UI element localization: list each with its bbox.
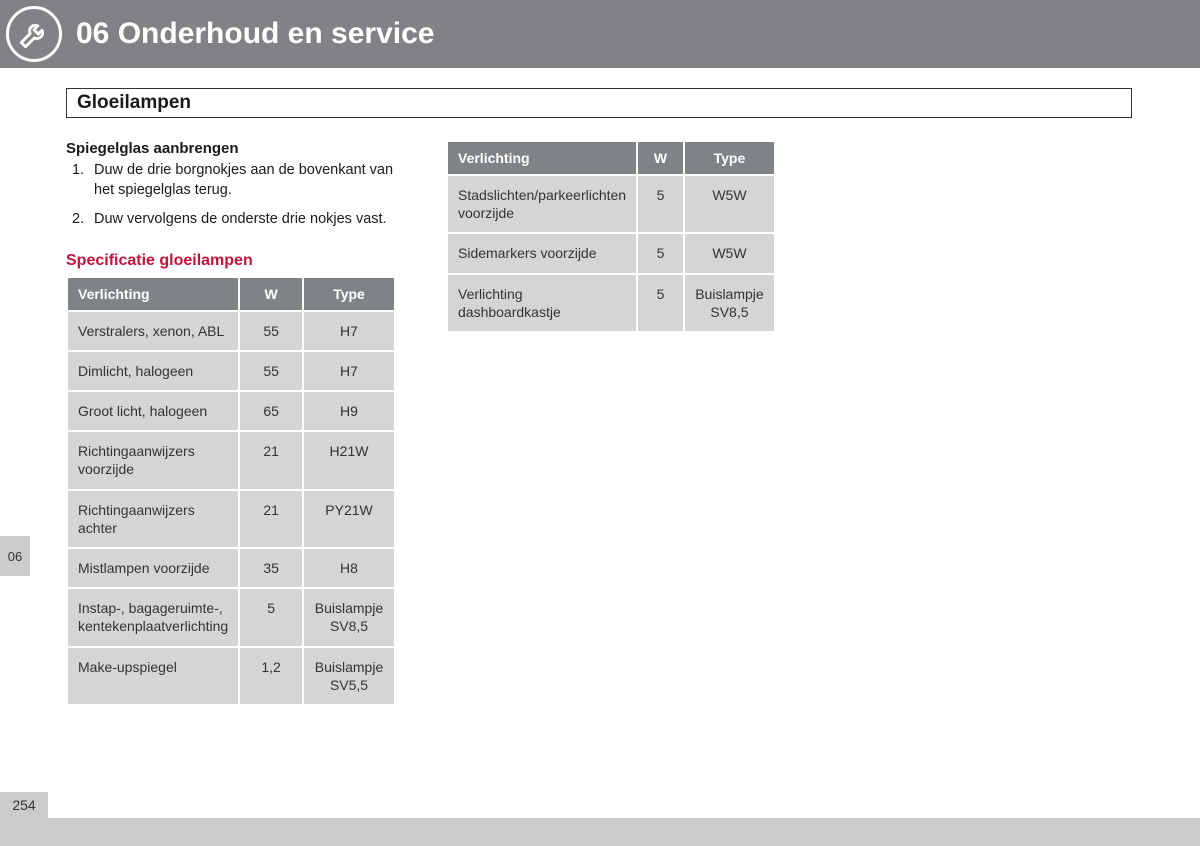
- step-number: 2.: [72, 210, 94, 230]
- th-w: W: [638, 142, 683, 174]
- th-w: W: [240, 278, 302, 310]
- content-area: Spiegelglas aanbrengen 1. Duw de drie bo…: [66, 140, 1132, 706]
- column-left: Spiegelglas aanbrengen 1. Duw de drie bo…: [66, 140, 396, 706]
- table-cell: Make-upspiegel: [68, 648, 238, 704]
- page-number: 254: [0, 792, 48, 818]
- table-cell: 55: [240, 352, 302, 390]
- side-tab: 06: [0, 536, 30, 576]
- table-cell: Mistlampen voorzijde: [68, 549, 238, 587]
- table-cell: H7: [304, 312, 394, 350]
- table-row: Dimlicht, halogeen55H7: [68, 352, 394, 390]
- table-cell: Dimlicht, halogeen: [68, 352, 238, 390]
- table-cell: Verstralers, xenon, ABL: [68, 312, 238, 350]
- table-cell: 5: [240, 589, 302, 645]
- table-cell: H7: [304, 352, 394, 390]
- table-cell: PY21W: [304, 491, 394, 547]
- table-cell: 65: [240, 392, 302, 430]
- table-cell: H8: [304, 549, 394, 587]
- step-text: Duw vervolgens de onderste drie nokjes v…: [94, 210, 387, 230]
- mirror-heading: Spiegelglas aanbrengen: [66, 140, 396, 157]
- th-verlichting: Verlichting: [448, 142, 636, 174]
- table-row: Richtingaanwijzers achter21PY21W: [68, 491, 394, 547]
- step-number: 1.: [72, 161, 94, 200]
- table-cell: Sidemarkers voorzijde: [448, 234, 636, 272]
- th-verlichting: Verlichting: [68, 278, 238, 310]
- table-cell: 35: [240, 549, 302, 587]
- spec-table-1: Verlichting W Type Verstralers, xenon, A…: [66, 276, 396, 706]
- table-row: Richtingaanwijzers voorzijde21H21W: [68, 432, 394, 488]
- table-row: Groot licht, halogeen65H9: [68, 392, 394, 430]
- table-cell: H9: [304, 392, 394, 430]
- table-cell: 21: [240, 491, 302, 547]
- list-item: 2. Duw vervolgens de onderste drie nokje…: [72, 210, 396, 230]
- wrench-icon: [6, 6, 62, 62]
- table-cell: Richtingaanwijzers achter: [68, 491, 238, 547]
- mirror-steps: 1. Duw de drie borgnokjes aan de bovenka…: [72, 161, 396, 230]
- table-cell: Verlichting dashboardkastje: [448, 275, 636, 331]
- list-item: 1. Duw de drie borgnokjes aan de bovenka…: [72, 161, 396, 200]
- table-row: Stadslichten/parkeerlichten voorzijde5W5…: [448, 176, 774, 232]
- table-cell: 55: [240, 312, 302, 350]
- table-row: Mistlampen voorzijde35H8: [68, 549, 394, 587]
- table-cell: Buislampje SV5,5: [304, 648, 394, 704]
- section-title: Gloeilampen: [77, 92, 191, 114]
- step-text: Duw de drie borgnokjes aan de bovenkant …: [94, 161, 396, 200]
- table-cell: 5: [638, 234, 683, 272]
- table-cell: Instap-, bagageruimte-, kentekenplaatver…: [68, 589, 238, 645]
- table-cell: Buislampje SV8,5: [685, 275, 774, 331]
- chapter-header: 06 Onderhoud en service: [0, 0, 1200, 68]
- table-cell: 1,2: [240, 648, 302, 704]
- th-type: Type: [304, 278, 394, 310]
- table-cell: W5W: [685, 234, 774, 272]
- table-row: Sidemarkers voorzijde5W5W: [448, 234, 774, 272]
- table-row: Make-upspiegel1,2Buislampje SV5,5: [68, 648, 394, 704]
- table-cell: H21W: [304, 432, 394, 488]
- table-row: Instap-, bagageruimte-, kentekenplaatver…: [68, 589, 394, 645]
- spec-heading: Specificatie gloeilampen: [66, 252, 396, 270]
- spec-table-2: Verlichting W Type Stadslichten/parkeerl…: [446, 140, 776, 333]
- table-cell: Buislampje SV8,5: [304, 589, 394, 645]
- footer-bar: [0, 818, 1200, 846]
- table-row: Verstralers, xenon, ABL55H7: [68, 312, 394, 350]
- table-cell: 5: [638, 275, 683, 331]
- table-cell: Richtingaanwijzers voorzijde: [68, 432, 238, 488]
- table-row: Verlichting dashboardkastje5Buislampje S…: [448, 275, 774, 331]
- th-type: Type: [685, 142, 774, 174]
- table-cell: W5W: [685, 176, 774, 232]
- table-cell: 5: [638, 176, 683, 232]
- section-title-bar: Gloeilampen: [66, 88, 1132, 118]
- table-cell: Groot licht, halogeen: [68, 392, 238, 430]
- column-right: Verlichting W Type Stadslichten/parkeerl…: [446, 140, 776, 706]
- table-cell: Stadslichten/parkeerlichten voorzijde: [448, 176, 636, 232]
- table-cell: 21: [240, 432, 302, 488]
- chapter-title: 06 Onderhoud en service: [76, 17, 434, 51]
